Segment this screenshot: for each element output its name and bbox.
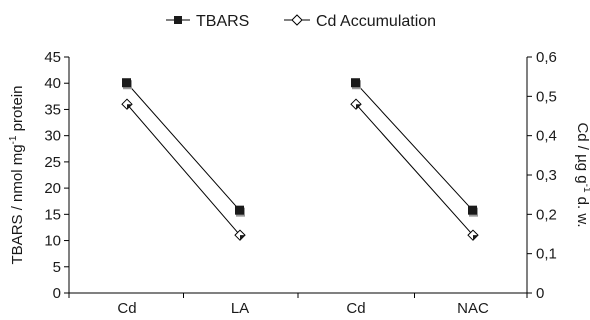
- left-tick-label: 40: [44, 75, 61, 92]
- left-tick-label: 5: [53, 259, 61, 276]
- x-tick-label: NAC: [457, 300, 489, 317]
- left-tick-label: 45: [44, 49, 61, 66]
- series-line-cd-accumulation: [355, 103, 474, 236]
- right-axis-title: Cd / µg g-1 d. w.: [574, 122, 590, 227]
- x-tick-label: Cd: [117, 300, 136, 317]
- left-tick-label: 30: [44, 128, 61, 145]
- left-axis-title: TBARS / nmol mg-1 protein: [8, 86, 26, 265]
- point-fill-cd-accumulation: [356, 104, 361, 110]
- legend-tbars-marker: [174, 16, 182, 24]
- right-tick-label: 0,5: [536, 88, 557, 105]
- point-tbars: [122, 78, 131, 88]
- point-tbars: [468, 205, 477, 215]
- right-tick-label: 0,4: [536, 128, 557, 145]
- series-line-tbars: [126, 82, 241, 211]
- right-tick-label: 0,3: [536, 167, 557, 184]
- right-tick-label: 0,1: [536, 246, 557, 263]
- left-tick-label: 35: [44, 101, 61, 118]
- right-tick-label: 0,2: [536, 206, 557, 223]
- legend: TBARS Cd Accumulation: [166, 13, 436, 30]
- left-tick-label: 25: [44, 154, 61, 171]
- right-tick-label: 0: [536, 285, 544, 302]
- left-tick-label: 20: [44, 180, 61, 197]
- series-line-cd-accumulation: [126, 103, 241, 236]
- left-tick-label: 10: [44, 233, 61, 250]
- point-fill-cd-accumulation: [473, 235, 478, 241]
- left-tick-label: 15: [44, 206, 61, 223]
- point-tbars: [351, 78, 360, 88]
- x-tick-label: Cd: [346, 300, 365, 317]
- point-tbars: [235, 205, 244, 215]
- point-fill-cd-accumulation: [127, 104, 132, 110]
- right-tick-label: 0,6: [536, 49, 557, 66]
- series-line-tbars: [355, 82, 474, 212]
- plot-area: [121, 78, 479, 241]
- axes: 0 5 10 15 20 25 30 35 40 45 0 0,1 0,2 0,3 0,4 0,5 0,6 Cd L…: [44, 49, 557, 317]
- legend-tbars-label: TBARS: [196, 13, 249, 30]
- left-tick-label: 0: [53, 285, 61, 302]
- point-fill-cd-accumulation: [240, 235, 245, 241]
- legend-cd-marker: [291, 14, 303, 26]
- legend-cd-label: Cd Accumulation: [316, 13, 436, 30]
- x-tick-label: LA: [231, 300, 249, 317]
